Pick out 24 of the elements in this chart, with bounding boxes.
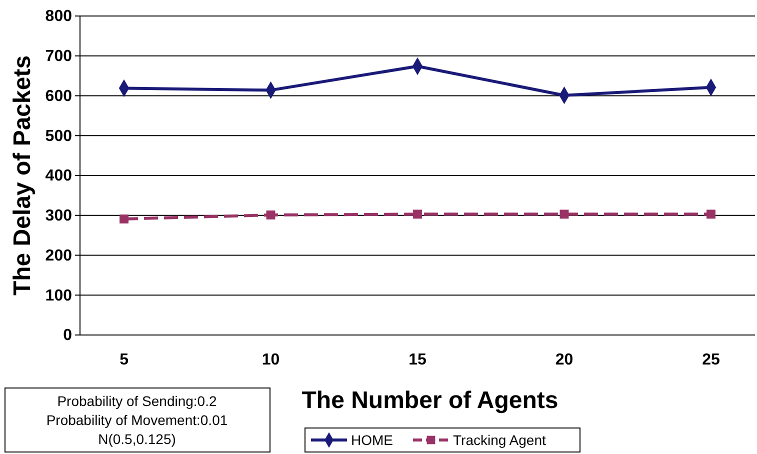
text: Probability of Sending:0.2 Probability of Movement:0.01 N(0.5,0.125)	[46, 393, 228, 447]
x-axis-title: The Number of Agents	[302, 387, 558, 414]
y-tick-label: 500	[45, 128, 72, 145]
y-tick-label: 800	[45, 8, 72, 26]
x-tick-label: 20	[555, 351, 574, 368]
y-tick-label: 100	[45, 287, 72, 304]
y-axis-title: The Delay of Packets	[9, 55, 36, 296]
x-tick-label: 25	[702, 351, 720, 368]
x-tick-label: 15	[408, 351, 426, 368]
legend-label: Tracking Agent	[453, 432, 546, 448]
y-tick-label: 400	[45, 168, 72, 185]
point	[413, 210, 422, 219]
y-tick-label: 700	[45, 48, 72, 65]
y-tick-label: 600	[45, 88, 72, 105]
x-tick-label: 5	[120, 351, 129, 368]
legend-label: HOME	[351, 432, 393, 448]
point	[120, 214, 128, 224]
y-tick-label: 0	[63, 327, 72, 344]
point	[560, 210, 569, 219]
point	[266, 210, 276, 220]
y-tick-label: 200	[45, 247, 72, 264]
point	[706, 210, 716, 219]
x-tick-label: 10	[262, 351, 280, 368]
y-tick-label: 300	[45, 207, 72, 224]
